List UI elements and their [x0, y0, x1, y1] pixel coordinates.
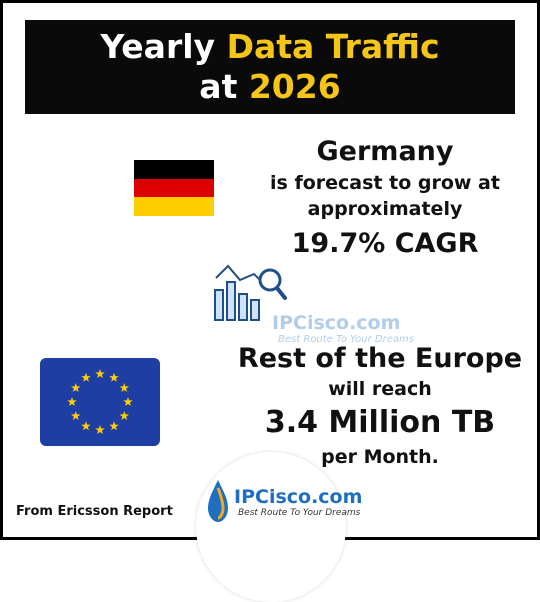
- eu-star-icon: [71, 383, 81, 393]
- watermark-brand: IPCisco.com: [272, 312, 401, 334]
- germany-line-2: approximately: [307, 198, 463, 220]
- eu-star-icon: [109, 421, 119, 431]
- europe-line-1: will reach: [328, 378, 432, 400]
- title-word-at: at: [199, 67, 238, 106]
- eu-star-icon: [123, 397, 133, 407]
- eu-star-icon: [67, 397, 77, 407]
- eu-star-icon: [71, 411, 81, 421]
- eu-star-icon: [119, 383, 129, 393]
- eu-star-icon: [119, 411, 129, 421]
- germany-cagr-stat: 19.7% CAGR: [291, 228, 479, 259]
- europe-block: Rest of the Europe will reach 3.4 Millio…: [230, 342, 530, 470]
- eu-flag-icon: [40, 358, 160, 446]
- eu-star-icon: [109, 372, 119, 382]
- logo-brand: IPCisco.com: [234, 486, 363, 508]
- eu-star-icon: [81, 421, 91, 431]
- title-highlight-data-traffic: Data Traffic: [226, 27, 440, 66]
- germany-line-1: is forecast to grow at: [270, 172, 500, 194]
- title-line-2: at 2026: [25, 66, 515, 108]
- eu-stars: [67, 369, 133, 435]
- germany-heading: Germany: [316, 136, 454, 167]
- title-banner: Yearly Data Traffic at 2026: [25, 20, 515, 114]
- eu-star-icon: [81, 372, 91, 382]
- watermark: IPCisco.com Best Route To Your Dreams: [272, 312, 414, 345]
- europe-traffic-stat: 3.4 Million TB: [264, 405, 496, 440]
- source-credit: From Ericsson Report: [16, 504, 173, 519]
- watermark-tagline: Best Route To Your Dreams: [278, 334, 414, 345]
- eu-star-icon: [95, 425, 105, 435]
- germany-block: Germany is forecast to grow at approxima…: [240, 132, 530, 264]
- europe-heading: Rest of the Europe: [237, 343, 523, 374]
- eu-star-icon: [95, 369, 105, 379]
- water-drop-logo-icon: [208, 480, 228, 522]
- title-highlight-year: 2026: [248, 67, 341, 106]
- europe-line-2: per Month.: [321, 446, 439, 468]
- germany-flag-icon: [134, 160, 214, 216]
- bar-chart-magnifier-icon: [214, 264, 287, 321]
- title-word-yearly: Yearly: [100, 27, 216, 66]
- logo-tagline: Best Route To Your Dreams: [238, 508, 361, 518]
- logo-badge: [196, 452, 346, 602]
- title-line-1: Yearly Data Traffic: [25, 26, 515, 68]
